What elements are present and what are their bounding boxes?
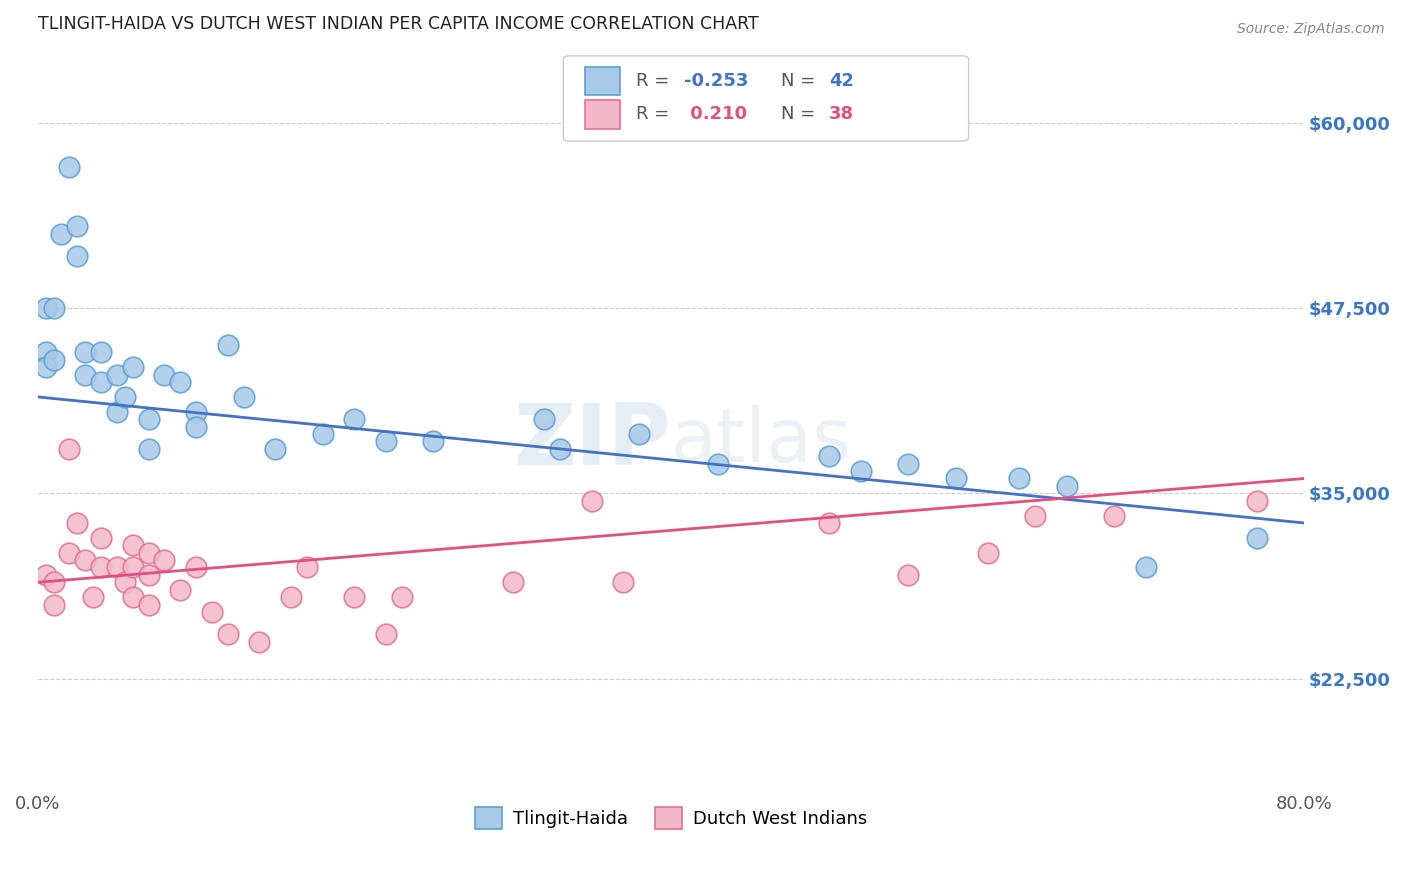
Point bbox=[217, 338, 239, 352]
Text: 38: 38 bbox=[830, 105, 855, 123]
Legend: Tlingit-Haida, Dutch West Indians: Tlingit-Haida, Dutch West Indians bbox=[468, 800, 875, 837]
Point bbox=[533, 412, 555, 426]
Point bbox=[138, 442, 160, 456]
Point bbox=[1008, 471, 1031, 485]
Point bbox=[66, 219, 89, 234]
Point bbox=[945, 471, 967, 485]
Point bbox=[343, 412, 366, 426]
Point bbox=[612, 575, 634, 590]
Point bbox=[90, 531, 112, 545]
Bar bbox=[585, 100, 620, 128]
Point bbox=[1056, 479, 1078, 493]
Point bbox=[58, 442, 80, 456]
Point bbox=[121, 360, 143, 375]
Point bbox=[311, 427, 333, 442]
Point bbox=[34, 567, 56, 582]
Point bbox=[75, 345, 97, 359]
Point bbox=[90, 345, 112, 359]
Point bbox=[121, 538, 143, 552]
Text: N =: N = bbox=[782, 72, 821, 90]
Point bbox=[153, 368, 176, 382]
Text: atlas: atlas bbox=[671, 405, 852, 478]
Text: Source: ZipAtlas.com: Source: ZipAtlas.com bbox=[1237, 22, 1385, 37]
Point bbox=[51, 227, 73, 241]
Text: 42: 42 bbox=[830, 72, 855, 90]
Point bbox=[628, 427, 651, 442]
Point bbox=[343, 590, 366, 604]
Point bbox=[138, 598, 160, 612]
Point bbox=[169, 375, 191, 389]
Point bbox=[548, 442, 571, 456]
Point bbox=[105, 560, 128, 574]
Point bbox=[897, 567, 920, 582]
Point bbox=[66, 516, 89, 530]
Point bbox=[138, 567, 160, 582]
Point bbox=[897, 457, 920, 471]
Point bbox=[75, 368, 97, 382]
Point bbox=[232, 390, 254, 404]
Point bbox=[707, 457, 730, 471]
Point bbox=[42, 301, 65, 315]
Point bbox=[1135, 560, 1157, 574]
Point bbox=[42, 575, 65, 590]
Point bbox=[818, 449, 841, 463]
Point bbox=[121, 590, 143, 604]
Bar bbox=[585, 67, 620, 95]
Text: -0.253: -0.253 bbox=[683, 72, 748, 90]
Point bbox=[184, 560, 207, 574]
Point bbox=[66, 249, 89, 263]
Point bbox=[34, 345, 56, 359]
Point bbox=[295, 560, 318, 574]
Point bbox=[375, 627, 398, 641]
Point bbox=[391, 590, 413, 604]
Text: ZIP: ZIP bbox=[513, 400, 671, 483]
Point bbox=[114, 390, 136, 404]
Point bbox=[42, 598, 65, 612]
Point bbox=[247, 634, 270, 648]
Point bbox=[818, 516, 841, 530]
Point bbox=[90, 560, 112, 574]
Point bbox=[82, 590, 104, 604]
Point bbox=[581, 493, 603, 508]
Point bbox=[169, 582, 191, 597]
Point bbox=[42, 352, 65, 367]
Point bbox=[75, 553, 97, 567]
Text: R =: R = bbox=[636, 72, 675, 90]
Point bbox=[121, 560, 143, 574]
Point bbox=[1246, 531, 1268, 545]
Text: TLINGIT-HAIDA VS DUTCH WEST INDIAN PER CAPITA INCOME CORRELATION CHART: TLINGIT-HAIDA VS DUTCH WEST INDIAN PER C… bbox=[38, 15, 758, 33]
Point bbox=[105, 368, 128, 382]
Point bbox=[375, 434, 398, 449]
Point bbox=[264, 442, 287, 456]
Point bbox=[184, 419, 207, 434]
Point bbox=[976, 546, 998, 560]
Text: N =: N = bbox=[782, 105, 821, 123]
Point bbox=[34, 360, 56, 375]
Point bbox=[201, 605, 224, 619]
Point bbox=[1024, 508, 1046, 523]
Point bbox=[90, 375, 112, 389]
Point bbox=[58, 546, 80, 560]
Point bbox=[217, 627, 239, 641]
Point bbox=[114, 575, 136, 590]
Point bbox=[153, 553, 176, 567]
Text: 0.210: 0.210 bbox=[683, 105, 747, 123]
Point bbox=[58, 160, 80, 174]
Point bbox=[105, 405, 128, 419]
Point bbox=[422, 434, 444, 449]
Point bbox=[34, 301, 56, 315]
Point bbox=[138, 546, 160, 560]
Point bbox=[184, 405, 207, 419]
Point bbox=[1104, 508, 1126, 523]
Text: R =: R = bbox=[636, 105, 675, 123]
Point bbox=[849, 464, 872, 478]
Point bbox=[502, 575, 524, 590]
FancyBboxPatch shape bbox=[564, 56, 969, 141]
Point bbox=[138, 412, 160, 426]
Point bbox=[1246, 493, 1268, 508]
Point bbox=[280, 590, 302, 604]
